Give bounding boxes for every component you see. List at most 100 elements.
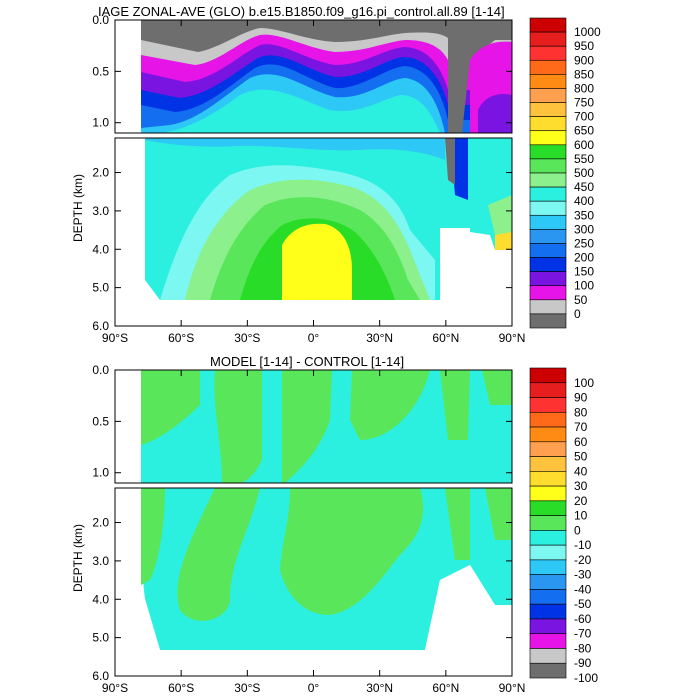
- colorbar-label: 30: [574, 479, 588, 493]
- colorbar-label: 900: [574, 53, 594, 67]
- arctic-gray: [448, 20, 512, 133]
- x-tick-label: 60°N: [432, 681, 459, 695]
- colorbar-label: 500: [574, 166, 594, 180]
- x-tick-label: 90°N: [499, 681, 526, 695]
- colorbar-label: 0: [574, 307, 581, 321]
- colorbar-label: 80: [574, 405, 588, 419]
- colorbar-label: -70: [574, 627, 592, 641]
- x-tick-label: 30°N: [366, 331, 393, 345]
- diff-band-green: [177, 488, 260, 621]
- colorbar-swatch: [529, 200, 567, 216]
- panel-age: IAGE ZONAL-AVE (GLO) b.e15.B1850.f09_g16…: [71, 4, 601, 345]
- colorbar-label: 450: [574, 180, 594, 194]
- colorbar-swatch: [529, 662, 567, 679]
- colorbar-label: -50: [574, 597, 592, 611]
- y-tick-label: 1.0: [92, 116, 109, 130]
- colorbar-label: 10: [574, 509, 588, 523]
- chart-title: IAGE ZONAL-AVE (GLO) b.e15.B1850.f09_g16…: [98, 4, 505, 19]
- y-tick-label: 0.0: [92, 13, 109, 27]
- x-tick-label: 30°S: [234, 681, 260, 695]
- colorbar-label: 200: [574, 251, 594, 265]
- diff-band-green: [141, 488, 165, 585]
- seafloor-mask: [115, 138, 470, 326]
- x-tick-label: 30°S: [234, 331, 260, 345]
- colorbar-label: 50: [574, 450, 588, 464]
- colorbar-label: 40: [574, 464, 588, 478]
- x-tick-label: 30°N: [366, 681, 393, 695]
- y-axis-lower: 2.0 3.0 4.0 5.0 6.0: [92, 516, 512, 683]
- colorbar-swatch: [529, 648, 567, 664]
- chart-title: MODEL [1-14] - CONTROL [1-14]: [210, 354, 404, 369]
- x-tick-label: 90°S: [102, 331, 128, 345]
- contour-field-upper: [115, 20, 512, 133]
- ridge-gray: [445, 138, 455, 185]
- x-tick-label: 60°N: [432, 331, 459, 345]
- colorbar-swatch: [529, 530, 567, 546]
- y-tick-label: 0.0: [92, 363, 109, 377]
- colorbar-label: 800: [574, 81, 594, 95]
- colorbar-label: 70: [574, 420, 588, 434]
- colorbar-swatch: [529, 88, 567, 103]
- colorbar-label: 100: [574, 376, 594, 390]
- colorbar-label: -60: [574, 612, 592, 626]
- colorbar-swatch: [529, 367, 567, 384]
- colorbar-swatch: [529, 45, 567, 61]
- y-axis-label: DEPTH (km): [71, 174, 85, 242]
- colorbar-label: -100: [574, 671, 598, 685]
- colorbar-swatch: [529, 603, 567, 620]
- y-tick-label: 2.0: [92, 166, 109, 180]
- colorbar-label: 150: [574, 265, 594, 279]
- colorbar-swatch: [529, 271, 567, 287]
- colorbar-label: 700: [574, 110, 594, 124]
- colorbar-swatch: [529, 485, 567, 502]
- y-tick-label: 5.0: [92, 281, 109, 295]
- colorbar-swatch: [529, 172, 567, 188]
- colorbar-label: 400: [574, 194, 594, 208]
- x-axis: 90°S 60°S 30°S 0° 30°N 60°N 90°N: [102, 370, 525, 695]
- colorbar-label: 0: [574, 523, 581, 537]
- colorbar-label: 100: [574, 279, 594, 293]
- diff-band-green: [282, 370, 332, 483]
- x-tick-label: 0°: [308, 331, 320, 345]
- x-tick-label: 60°S: [168, 331, 194, 345]
- colorbar-label: 90: [574, 391, 588, 405]
- diff-band-green: [214, 370, 262, 483]
- colorbar-swatch: [529, 74, 567, 89]
- colorbar: 1000950900850800750700650600550500450400…: [529, 17, 601, 329]
- contour-field-upper: [115, 370, 512, 483]
- colorbar-label: 50: [574, 293, 588, 307]
- y-tick-label: 3.0: [92, 204, 109, 218]
- colorbar-swatch: [529, 589, 567, 605]
- panel-difference: MODEL [1-14] - CONTROL [1-14] 90°S 60°S 30…: [71, 354, 598, 695]
- colorbar-label: -20: [574, 553, 592, 567]
- colorbar-swatch: [529, 471, 567, 487]
- arctic-purple: [478, 93, 512, 133]
- colorbar-swatch: [529, 116, 567, 132]
- diff-band-green: [280, 488, 424, 615]
- colorbar-label: 1000: [574, 25, 601, 39]
- colorbar-label: 850: [574, 67, 594, 81]
- colorbar-label: -80: [574, 641, 592, 655]
- y-tick-label: 6.0: [92, 319, 109, 333]
- arctic-lower-green: [488, 195, 512, 235]
- colorbar-swatch: [529, 544, 567, 561]
- colorbar-label: 250: [574, 236, 594, 250]
- x-tick-label: 90°N: [499, 331, 526, 345]
- colorbar-label: 950: [574, 39, 594, 53]
- y-tick-label: 0.5: [92, 64, 109, 78]
- colorbar-swatch: [529, 158, 567, 174]
- colorbar-swatch: [529, 456, 567, 472]
- colorbar-label: -10: [574, 538, 592, 552]
- colorbar-label: -30: [574, 568, 592, 582]
- contour-field-lower: [115, 138, 512, 326]
- colorbar-swatch: [529, 313, 567, 329]
- y-tick-label: 3.0: [92, 554, 109, 568]
- diff-band-green: [350, 370, 430, 440]
- colorbar-swatch: [529, 382, 567, 398]
- colorbar-label: 750: [574, 96, 594, 110]
- colorbar-swatch: [529, 17, 567, 33]
- colorbar-swatch: [529, 285, 567, 301]
- y-tick-label: 2.0: [92, 516, 109, 530]
- colorbar-swatch: [529, 214, 567, 230]
- colorbar-label: 600: [574, 138, 594, 152]
